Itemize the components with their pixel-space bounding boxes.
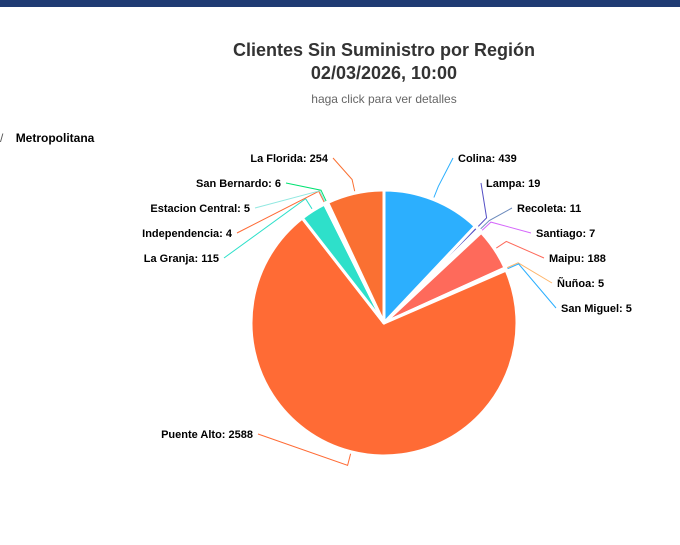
data-label-maipu[interactable]: Maipu: 188 xyxy=(549,253,606,265)
data-label-puente-alto[interactable]: Puente Alto: 2588 xyxy=(161,429,253,441)
data-label-la-florida[interactable]: La Florida: 254 xyxy=(250,153,329,165)
data-label-estacion-central[interactable]: Estacion Central: 5 xyxy=(150,203,250,215)
data-label-san-bernardo[interactable]: San Bernardo: 6 xyxy=(196,178,281,190)
data-label-la-granja[interactable]: La Granja: 115 xyxy=(144,253,219,265)
connector-nunoa xyxy=(506,262,553,284)
pie-slice-la-florida[interactable] xyxy=(326,188,386,325)
connector-san-miguel xyxy=(507,263,557,309)
connector-recoleta xyxy=(480,207,513,230)
breadcrumb-current[interactable]: Metropolitana xyxy=(15,131,95,145)
breadcrumb-separator: / xyxy=(0,131,4,145)
connector-maipu xyxy=(496,240,545,259)
data-label-recoleta[interactable]: Recoleta: 11 xyxy=(517,203,581,215)
chart-title: Clientes Sin Suministro por Región xyxy=(232,40,536,60)
chart-subtitle[interactable]: haga click para ver detalles xyxy=(311,92,457,106)
connector-estacion-central xyxy=(254,190,326,209)
connector-puente-alto xyxy=(257,433,352,467)
top-bar xyxy=(0,0,680,7)
connector-colina xyxy=(433,157,454,198)
connector-la-florida xyxy=(332,157,356,192)
pie-slice-colina[interactable] xyxy=(382,188,477,325)
data-label-independencia[interactable]: Independencia: 4 xyxy=(142,228,233,240)
connector-la-granja xyxy=(223,197,313,259)
data-label-colina[interactable]: Colina: 439 xyxy=(458,153,517,165)
data-label-nunoa[interactable]: Ñuñoa: 5 xyxy=(557,277,604,290)
data-label-san-miguel[interactable]: San Miguel: 5 xyxy=(561,303,632,315)
chart-title-datetime: 02/03/2026, 10:00 xyxy=(310,63,458,83)
connector-san-bernardo xyxy=(285,182,327,202)
drilldown-breadcrumb: / Metropolitana xyxy=(0,131,94,145)
pie-slice-puente-alto[interactable] xyxy=(249,216,519,458)
data-label-santiago[interactable]: Santiago: 7 xyxy=(536,228,595,240)
connector-lampa xyxy=(477,182,488,227)
data-label-lampa[interactable]: Lampa: 19 xyxy=(486,178,540,190)
connector-santiago xyxy=(481,221,532,234)
